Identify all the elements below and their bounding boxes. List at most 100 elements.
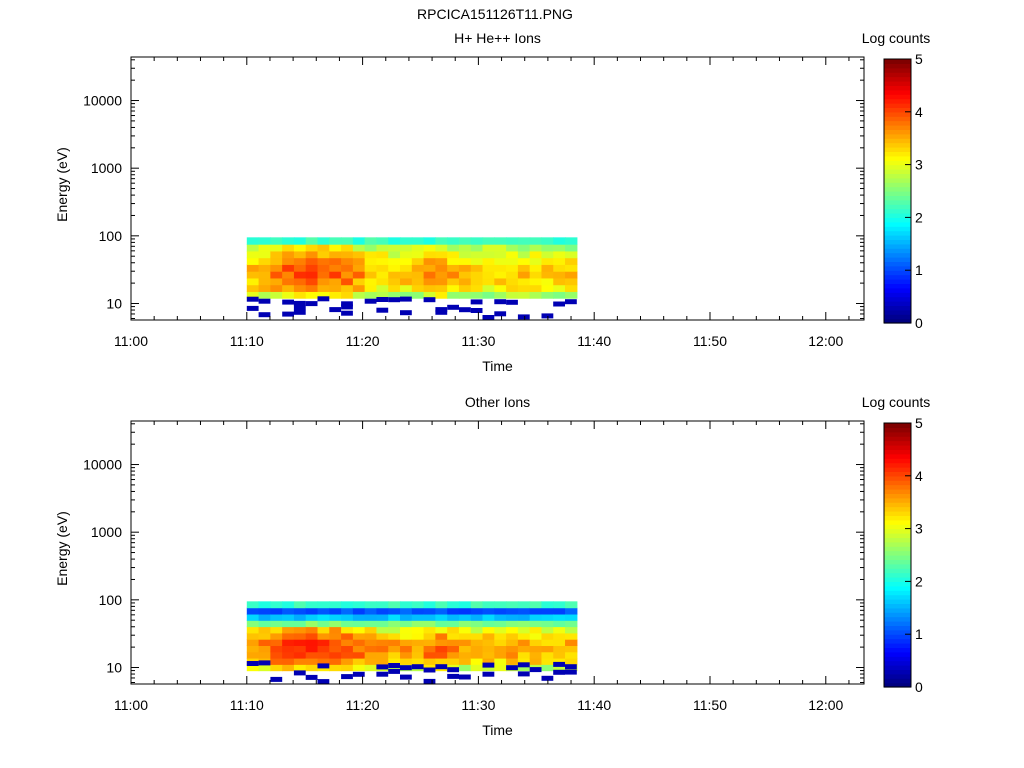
spectrogram-cell (447, 651, 460, 659)
spectrogram-cell (329, 307, 342, 313)
spectrogram-cell (282, 657, 295, 665)
spectrogram-cell (506, 264, 519, 272)
spectrogram-cell (246, 271, 260, 279)
spectrogram-cell (470, 244, 484, 252)
colorbar-swatch (884, 607, 911, 613)
spectrogram-cell (411, 657, 425, 665)
spectrogram-cell (364, 298, 377, 304)
spectrogram-cell (459, 674, 471, 680)
spectrogram-cell (388, 257, 401, 265)
spectrogram-cell (506, 257, 519, 265)
spectrogram-cell (270, 676, 283, 682)
spectrogram-cell (470, 257, 484, 265)
colorbar-swatch (884, 195, 911, 201)
spectrogram-cell (494, 664, 507, 672)
spectrogram-cell (246, 291, 260, 299)
spectrogram-cell (341, 257, 354, 265)
spectrogram-cell (517, 651, 531, 659)
spectrogram-cell (352, 264, 366, 272)
spectrogram-cell (565, 626, 578, 634)
spectrogram-cell (388, 264, 401, 272)
colorbar-swatch (884, 577, 911, 582)
colorbar-swatch (884, 462, 911, 468)
spectrogram-cell (435, 651, 448, 659)
spectrogram-cell (541, 244, 554, 252)
spectrogram-cell (293, 237, 307, 245)
colorbar-tick-label: 3 (915, 157, 923, 173)
spectrogram-cell (423, 678, 436, 684)
spectrogram-cell (529, 613, 543, 621)
spectrogram-cell (517, 645, 531, 653)
spectrogram-cell (329, 271, 342, 279)
spectrogram-cell (565, 620, 578, 628)
spectrogram-cell (364, 632, 378, 640)
spectrogram-cell (541, 237, 554, 245)
colorbar-swatch (884, 528, 911, 534)
spectrogram-cell (411, 291, 425, 299)
colorbar-swatch (884, 116, 911, 122)
spectrogram-cell (435, 277, 448, 286)
colorbar-swatch (884, 59, 911, 64)
x-axis-label: Time (482, 358, 513, 374)
spectrogram-cell (317, 271, 330, 279)
spectrogram-cell (329, 250, 342, 259)
colorbar-swatch (884, 155, 911, 161)
spectrogram-cell (270, 607, 283, 615)
spectrogram-cell (376, 237, 389, 245)
spectrogram-cell (553, 607, 566, 615)
spectrogram-cell (293, 626, 307, 634)
colorbar-swatch (884, 142, 911, 148)
spectrogram-cell (317, 237, 330, 245)
spectrogram-cell (423, 257, 436, 265)
y-tick-label: 10000 (83, 457, 122, 473)
spectrogram-cell (293, 620, 307, 628)
spectrogram-cell (258, 601, 271, 609)
spectrogram-cell (423, 244, 436, 252)
spectrogram-cell (329, 257, 342, 265)
spectrogram-cell (494, 620, 507, 628)
spectrogram-cell (482, 620, 495, 628)
colorbar-swatch (884, 431, 911, 437)
spectrogram-cell (352, 620, 366, 628)
spectrogram-cell (529, 250, 543, 259)
colorbar-swatch (884, 257, 911, 262)
spectrogram-cell (529, 632, 543, 640)
spectrogram-cell (400, 264, 413, 272)
spectrogram-cell (553, 237, 566, 245)
colorbar-tick-label: 1 (915, 626, 923, 642)
spectrogram-cell (494, 639, 507, 646)
spectrogram-cell (364, 613, 378, 621)
spectrogram-cell (400, 250, 413, 259)
spectrogram-cell (282, 250, 295, 259)
spectrogram-cell (411, 264, 425, 272)
spectrogram-cell (352, 632, 366, 640)
spectrogram-cell (329, 664, 342, 672)
spectrogram-cell (364, 645, 378, 653)
colorbar-swatch (884, 493, 911, 499)
spectrogram-cell (565, 657, 578, 665)
spectrogram-cell (411, 620, 425, 628)
spectrogram-cell (352, 271, 366, 279)
spectrogram-cell (364, 639, 378, 646)
spectrogram-cell (517, 284, 531, 292)
spectrogram-cell (494, 657, 507, 665)
colorbar-swatch (884, 213, 911, 218)
spectrogram-cell (458, 264, 472, 272)
spectrogram-cell (506, 639, 519, 646)
spectrogram-cell (376, 277, 389, 286)
spectrogram-cell (470, 639, 484, 646)
spectrogram-cell (482, 613, 495, 621)
x-tick-label: 12:00 (808, 697, 843, 713)
colorbar-swatch (884, 423, 911, 428)
spectrogram-cell (553, 284, 566, 292)
spectrogram-cell (565, 237, 578, 245)
spectrogram-cell (435, 620, 448, 628)
spectrogram-cell (293, 309, 306, 315)
spectrogram-cell (482, 626, 495, 634)
spectrogram-cell (329, 626, 342, 634)
x-axis-label: Time (482, 722, 513, 738)
spectrogram-cell (529, 667, 542, 673)
spectrogram-cell (506, 237, 519, 245)
spectrogram-cell (305, 257, 319, 265)
spectrogram-cell (388, 244, 401, 252)
